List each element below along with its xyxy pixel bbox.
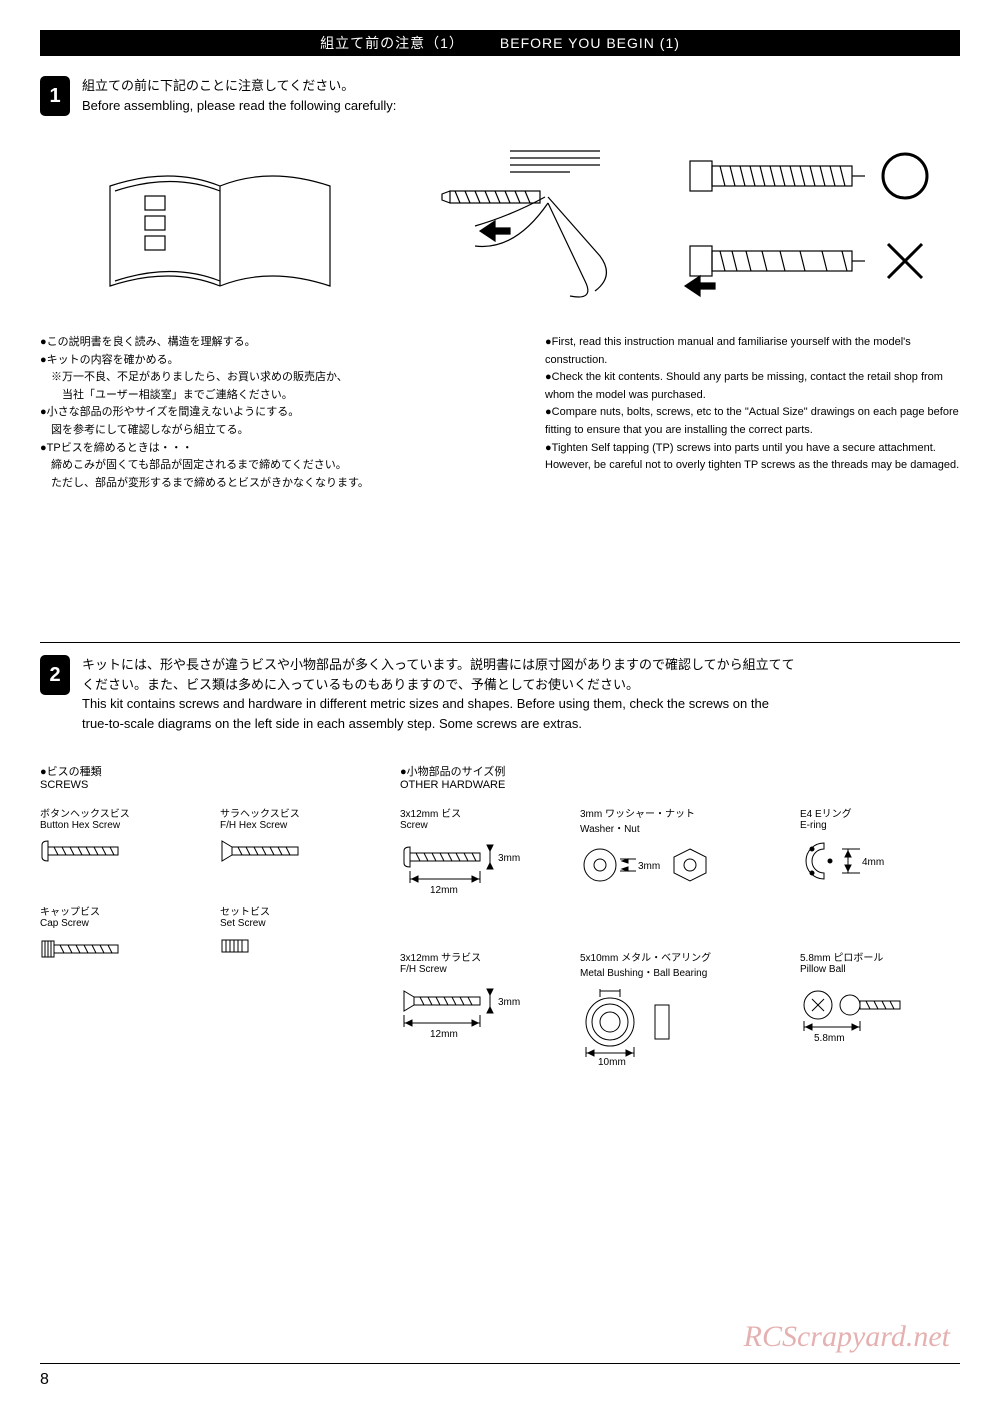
bullet-jp-line: ●小さな部品の形やサイズを間違えないようにする。 <box>40 404 455 422</box>
bullet-en-line: ●Compare nuts, bolts, screws, etc to the… <box>545 404 960 439</box>
pillow-ball-icon: 5.8mm <box>800 983 950 1053</box>
svg-text:3mm: 3mm <box>498 853 520 864</box>
step-2-en1: This kit contains screws and hardware in… <box>82 694 795 714</box>
illustration-row <box>40 136 960 316</box>
step-1-jp: 組立ての前に下記のことに注意してください。 <box>82 76 396 96</box>
bullet-jp-line: 図を参考にして確認しながら組立てる。 <box>40 422 455 440</box>
watermark: RCScrapyard.net <box>744 1320 950 1354</box>
page-number: 8 <box>40 1371 49 1389</box>
bullets-en: ●First, read this instruction manual and… <box>545 334 960 492</box>
hw-bushing: 5x10mm メタル・ベアリング Metal Bushing・Ball Bear… <box>580 949 800 1067</box>
bullets-jp: ●この説明書を良く読み、構造を理解する。 ●キットの内容を確かめる。 ※万一不良… <box>40 334 455 492</box>
step-1-text: 組立ての前に下記のことに注意してください。 Before assembling,… <box>82 76 396 115</box>
screw-button-hex: ボタンヘックスビス Button Hex Screw <box>40 805 220 863</box>
step-2: 2 キットには、形や長さが違うビスや小物部品が多く入っています。説明書には原寸図… <box>40 655 960 733</box>
bullet-en-line: ●First, read this instruction manual and… <box>545 334 960 369</box>
bullet-jp-line: ●TPビスを締めるときは・・・ <box>40 440 455 458</box>
bushing-icon: 5mm 10mm <box>580 987 740 1067</box>
header-jp: 組立て前の注意（1） <box>320 33 464 53</box>
bullet-en-line: ●Tighten Self tapping (TP) screws into p… <box>545 440 960 475</box>
hw-washer-nut: 3mm ワッシャー・ナット Washer・Nut <box>580 805 800 899</box>
screws-heading: ●ビスの種類 SCREWS <box>40 763 400 791</box>
svg-text:10mm: 10mm <box>598 1057 626 1067</box>
hw-ering: E4 Eリング E-ring <box>800 805 980 899</box>
cap-screw-icon <box>40 937 130 961</box>
step-1-badge: 1 <box>40 76 70 116</box>
footer-line <box>40 1363 960 1364</box>
bullet-jp-line: ●この説明書を良く読み、構造を理解する。 <box>40 334 455 352</box>
step-2-jp2: ください。また、ビス類は多めに入っているものもありますので、予備としてお使いくだ… <box>82 675 795 695</box>
hw-screw: 3x12mm ビス Screw <box>400 805 580 899</box>
step-2-text: キットには、形や長さが違うビスや小物部品が多く入っています。説明書には原寸図があ… <box>82 655 795 733</box>
hw-pillow-ball: 5.8mm ピロボール Pillow Ball <box>800 949 980 1067</box>
step-2-badge: 2 <box>40 655 70 695</box>
button-hex-icon <box>40 839 130 863</box>
set-screw-icon <box>220 937 260 955</box>
bullet-jp-line: ※万一不良、不足がありましたら、お買い求めの販売店か、 <box>40 369 455 387</box>
header-en: BEFORE YOU BEGIN (1) <box>500 35 680 51</box>
bullet-jp-line: 締めこみが固くても部品が固定されるまで締めてください。 <box>40 457 455 475</box>
screw-ok-ng-illustration <box>670 136 950 316</box>
svg-text:5mm: 5mm <box>602 987 624 990</box>
step-2-en2: true-to-scale diagrams on the left side … <box>82 714 795 734</box>
svg-text:3mm: 3mm <box>638 861 660 872</box>
svg-text:3mm: 3mm <box>498 997 520 1008</box>
fh-screw-dim-icon: 3mm 12mm <box>400 983 540 1043</box>
bullet-en-line: ●Check the kit contents. Should any part… <box>545 369 960 404</box>
bullets-row: ●この説明書を良く読み、構造を理解する。 ●キットの内容を確かめる。 ※万一不良… <box>40 334 960 492</box>
hardware-section: ●ビスの種類 SCREWS ボタンヘックスビス Button Hex Screw <box>40 763 960 1067</box>
bullet-jp-line: 当社「ユーザー相談室」までご連絡ください。 <box>40 387 455 405</box>
booklet-illustration <box>50 136 390 316</box>
step-1-en: Before assembling, please read the follo… <box>82 96 396 116</box>
fh-hex-icon <box>220 839 310 863</box>
screw-set: セットビス Set Screw <box>220 903 400 961</box>
screw-fh-hex: サラヘックスビス F/H Hex Screw <box>220 805 400 863</box>
svg-text:12mm: 12mm <box>430 885 458 896</box>
section-divider <box>40 642 960 643</box>
step-2-jp1: キットには、形や長さが違うビスや小物部品が多く入っています。説明書には原寸図があ… <box>82 655 795 675</box>
washer-nut-icon: 3mm <box>580 843 760 893</box>
bullet-jp-line: ●キットの内容を確かめる。 <box>40 352 455 370</box>
hw-fh-screw: 3x12mm サラビス F/H Screw <box>400 949 580 1067</box>
svg-text:5.8mm: 5.8mm <box>814 1033 845 1044</box>
step-1: 1 組立ての前に下記のことに注意してください。 Before assemblin… <box>40 76 960 116</box>
svg-text:12mm: 12mm <box>430 1029 458 1040</box>
bullet-jp-line: ただし、部品が変形するまで締めるとビスがきかなくなります。 <box>40 475 455 493</box>
page-header: 組立て前の注意（1） BEFORE YOU BEGIN (1) <box>40 30 960 56</box>
svg-text:4mm: 4mm <box>862 857 884 868</box>
pliers-illustration <box>420 136 640 316</box>
other-heading: ●小物部品のサイズ例 OTHER HARDWARE <box>400 763 980 791</box>
ering-icon: 4mm <box>800 839 950 889</box>
screw-cap: キャップビス Cap Screw <box>40 903 220 961</box>
screw-dim-icon: 3mm 12mm <box>400 839 540 899</box>
